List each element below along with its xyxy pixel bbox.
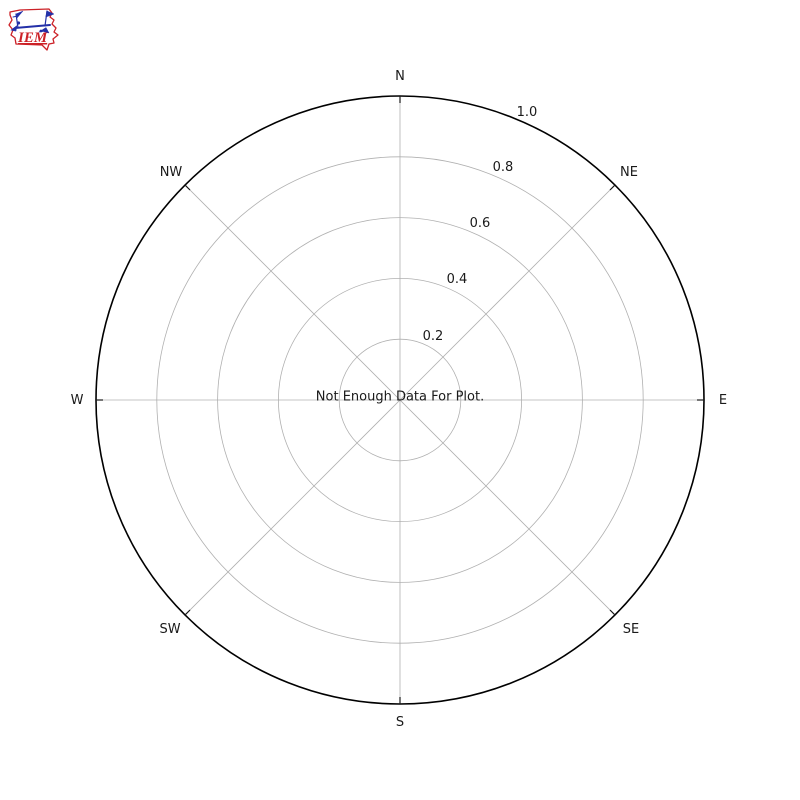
radial-tick-label-0-4: 0.4 [447,272,468,287]
direction-label-n: N [395,69,405,84]
compass-ticks [96,96,704,704]
no-data-message: Not Enough Data For Plot. [316,390,484,405]
anemometer-icon [10,10,55,34]
radial-tick-label-0-6: 0.6 [470,216,491,231]
direction-label-s: S [396,715,404,730]
direction-label-w: W [71,393,84,408]
radial-tick-label-0-8: 0.8 [493,160,514,175]
direction-label-sw: SW [159,622,180,637]
iem-logo: IEM [8,8,59,51]
direction-label-e: E [719,393,727,408]
angular-gridlines [96,96,704,704]
direction-label-nw: NW [160,165,183,180]
direction-label-se: SE [623,622,639,637]
radial-tick-label-0-2: 0.2 [423,329,444,344]
iem-logo-text: IEM [17,30,48,46]
direction-label-ne: NE [620,165,638,180]
radial-tick-label-1-0: 1.0 [517,105,538,120]
